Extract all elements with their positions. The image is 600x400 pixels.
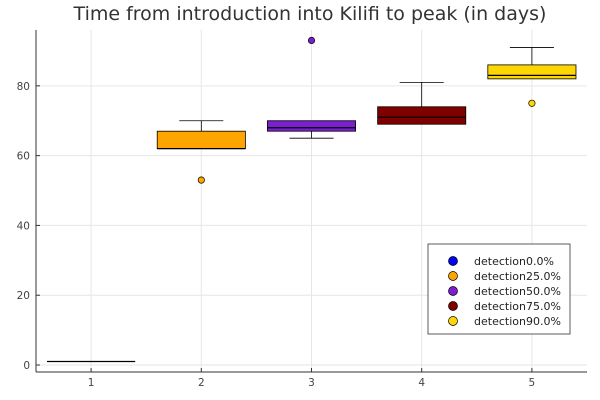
y-tick-label: 20	[17, 290, 30, 302]
legend-label: detection90.0%	[474, 315, 561, 328]
outlier-point	[197, 176, 205, 184]
outlier-point	[307, 36, 316, 45]
box-detection75.0%	[377, 81, 467, 125]
y-tick-label: 40	[17, 220, 30, 232]
iqr-box	[487, 64, 577, 80]
x-tick-label: 4	[418, 377, 425, 389]
outlier-point	[528, 99, 536, 107]
box-detection90.0%	[487, 47, 577, 107]
y-tick-label: 80	[17, 81, 30, 93]
x-tick-label: 2	[198, 377, 205, 389]
legend-label: detection75.0%	[474, 300, 561, 313]
legend-marker	[448, 316, 458, 326]
legend-marker	[448, 301, 458, 311]
legend-marker	[448, 256, 458, 266]
y-tick-label: 0	[23, 360, 30, 372]
iqr-box	[377, 106, 467, 125]
legend-marker	[448, 271, 458, 281]
legend-label: detection0.0%	[474, 255, 554, 268]
iqr-box	[156, 130, 246, 150]
x-tick-label: 1	[88, 377, 95, 389]
grid-lines	[36, 30, 587, 372]
legend-label: detection50.0%	[474, 285, 561, 298]
box-detection25.0%	[156, 120, 246, 184]
y-tick-label: 60	[17, 151, 30, 163]
x-tick-label: 3	[308, 377, 315, 389]
iqr-box	[267, 120, 356, 132]
box-series	[47, 36, 577, 363]
legend-label: detection25.0%	[474, 270, 561, 283]
axes: 1 2 3 4 5 0 20 40 60 80	[17, 30, 587, 389]
chart-title: Time from introduction into Kilifi to pe…	[73, 3, 547, 25]
legend-marker	[448, 286, 458, 296]
x-tick-label: 5	[529, 377, 536, 389]
box-detection50.0%	[267, 36, 356, 139]
legend: detection0.0% detection25.0% detection50.0…	[427, 243, 571, 335]
